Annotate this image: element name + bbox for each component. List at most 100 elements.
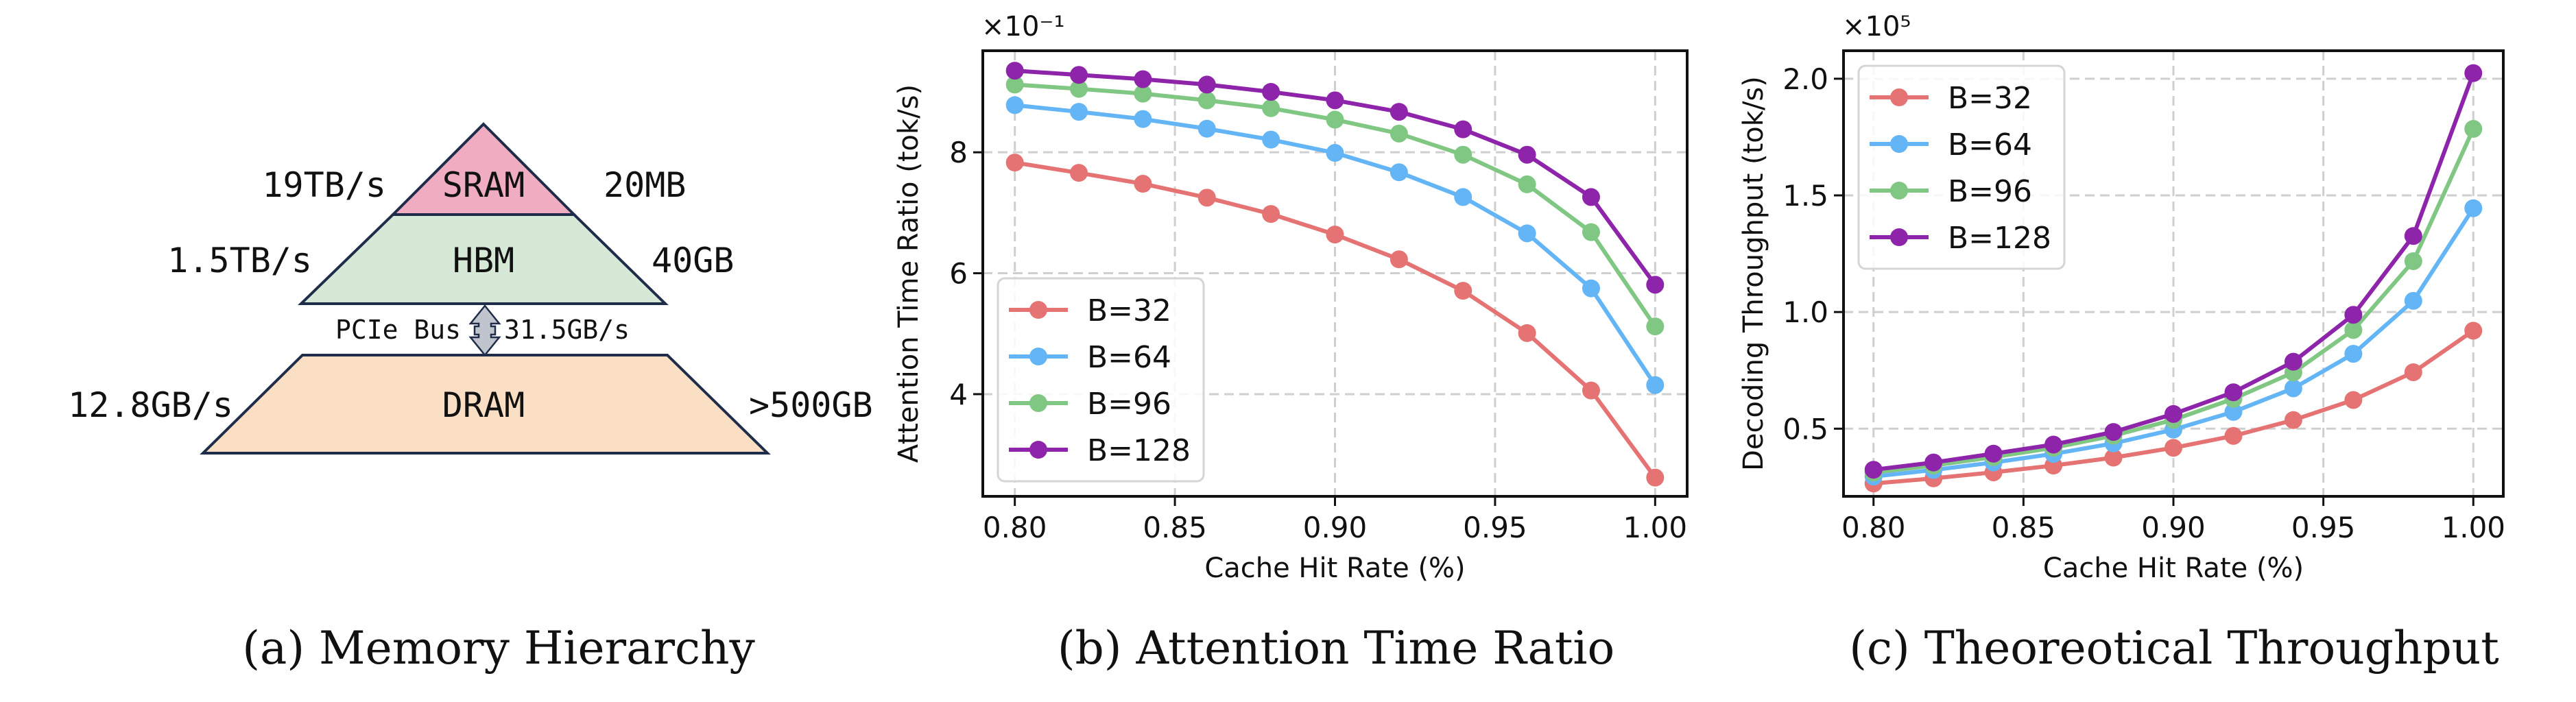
hbm-bandwidth: 1.5TB/s: [167, 241, 312, 280]
legend-label: B=128: [1948, 221, 2051, 256]
data-point: [1390, 163, 1408, 182]
y-axis-label: Decoding Throughput (tok/s): [1738, 76, 1769, 471]
x-tick-label: 0.95: [2291, 511, 2356, 544]
legend-marker-icon: [1029, 441, 1047, 459]
data-point: [2104, 423, 2123, 441]
data-point: [1262, 205, 1280, 223]
pcie-bus-label: PCIe Bus: [335, 315, 461, 345]
caption-b: (b) Attention Time Ratio: [1058, 622, 1614, 675]
data-point: [1984, 444, 2003, 463]
data-point: [1262, 82, 1280, 101]
series-layer: [1005, 62, 1665, 487]
data-point: [1197, 91, 1216, 110]
legend-item: B=128: [1870, 221, 2051, 256]
data-point: [2404, 363, 2422, 381]
data-point: [1326, 91, 1344, 110]
data-point: [2224, 426, 2243, 445]
attention-time-ratio-chart: 0.80 0.85 0.90 0.95 1.00 4 6 8 ×10⁻¹ Cache Hit …: [893, 11, 1689, 584]
data-point: [2404, 291, 2422, 310]
x-tick-label: 0.80: [1841, 511, 1906, 544]
caption-a: (a) Memory Hierarchy: [242, 622, 755, 675]
legend-marker-icon: [1029, 301, 1047, 319]
legend-marker-icon: [1029, 348, 1047, 365]
y-tick-label: 1.5: [1782, 179, 1828, 213]
data-point: [1070, 103, 1088, 121]
data-point: [2464, 120, 2483, 138]
sram-label: SRAM: [442, 165, 525, 205]
x-axis-label: Cache Hit Rate (%): [2043, 553, 2304, 584]
series-b-128: [1005, 62, 1665, 294]
data-point: [1005, 75, 1024, 94]
y-axis-label: Attention Time Ratio (tok/s): [893, 84, 925, 463]
data-point: [1582, 279, 1600, 298]
data-point: [1646, 276, 1665, 294]
legend-label: B=64: [1087, 340, 1171, 375]
dram-label: DRAM: [442, 385, 525, 425]
legend-label: B=96: [1948, 174, 2032, 209]
data-point: [2404, 252, 2422, 270]
data-point: [2284, 411, 2302, 429]
sram-capacity: 20MB: [604, 165, 686, 205]
hbm-label: HBM: [453, 241, 514, 280]
legend-box: [1857, 64, 2066, 270]
data-point: [1262, 130, 1280, 149]
pcie-bidirectional-arrow-icon: [468, 304, 501, 356]
data-point: [2344, 391, 2363, 409]
data-point: [1134, 84, 1152, 103]
legend-label: B=64: [1948, 128, 2032, 162]
data-point: [2164, 439, 2182, 457]
y-tick-label: 6: [949, 257, 968, 291]
data-point: [2224, 383, 2243, 402]
data-point: [1262, 99, 1280, 117]
data-point: [1197, 119, 1216, 138]
data-point: [2464, 322, 2483, 340]
pcie-bandwidth: 31.5GB/s: [504, 315, 630, 345]
data-point: [1454, 282, 1472, 300]
data-point: [1646, 317, 1665, 336]
legend-label: B=128: [1087, 433, 1191, 468]
y-multiplier-label: ×10⁵: [1842, 11, 1911, 43]
legend: B=32 B=64 B=96 B=128: [1857, 64, 2066, 270]
y-multiplier-label: ×10⁻¹: [981, 11, 1065, 43]
data-point: [1005, 62, 1024, 80]
data-point: [2464, 199, 2483, 217]
data-point: [1390, 250, 1408, 269]
data-point: [1005, 96, 1024, 114]
data-point: [1326, 226, 1344, 244]
data-point: [1326, 110, 1344, 129]
data-point: [2284, 379, 2302, 398]
hbm-capacity: 40GB: [652, 241, 734, 280]
legend-item: B=32: [1009, 293, 1171, 328]
data-point: [2344, 321, 2363, 339]
data-point: [2104, 448, 2123, 467]
data-point: [1518, 224, 1536, 243]
data-point: [1326, 144, 1344, 162]
data-point: [1197, 75, 1216, 94]
data-point: [1518, 175, 1536, 193]
data-point: [2344, 345, 2363, 363]
x-tick-label: 1.00: [2442, 511, 2506, 544]
data-point: [1518, 145, 1536, 164]
legend: B=32 B=64 B=96 B=128: [997, 277, 1205, 483]
x-tick-label: 0.80: [983, 511, 1047, 544]
data-point: [1005, 154, 1024, 172]
y-tick-label: 4: [949, 378, 968, 411]
legend-label: B=96: [1087, 387, 1171, 422]
data-point: [2044, 435, 2063, 454]
legend-item: B=96: [1870, 174, 2032, 209]
legend-item: B=64: [1009, 340, 1171, 375]
decoding-throughput-chart: 0.80 0.85 0.90 0.95 1.00 0.5 1.0 1.5 2.0 ×10⁵ Ca…: [1738, 11, 2505, 584]
data-point: [2344, 306, 2363, 324]
legend-label: B=32: [1087, 293, 1171, 328]
sram-bandwidth: 19TB/s: [262, 165, 386, 205]
axis-ticks: 0.80 0.85 0.90 0.95 1.00 0.5 1.0 1.5 2.0: [1782, 62, 2505, 544]
caption-c: (c) Theoreotical Throughput: [1849, 622, 2499, 675]
series-b-96: [1005, 75, 1665, 336]
dram-layer: [200, 354, 771, 455]
data-point: [1454, 145, 1472, 164]
y-tick-label: 1.0: [1782, 295, 1828, 329]
y-tick-label: 0.5: [1782, 412, 1828, 446]
data-point: [1134, 175, 1152, 193]
legend-item: B=64: [1870, 128, 2032, 162]
